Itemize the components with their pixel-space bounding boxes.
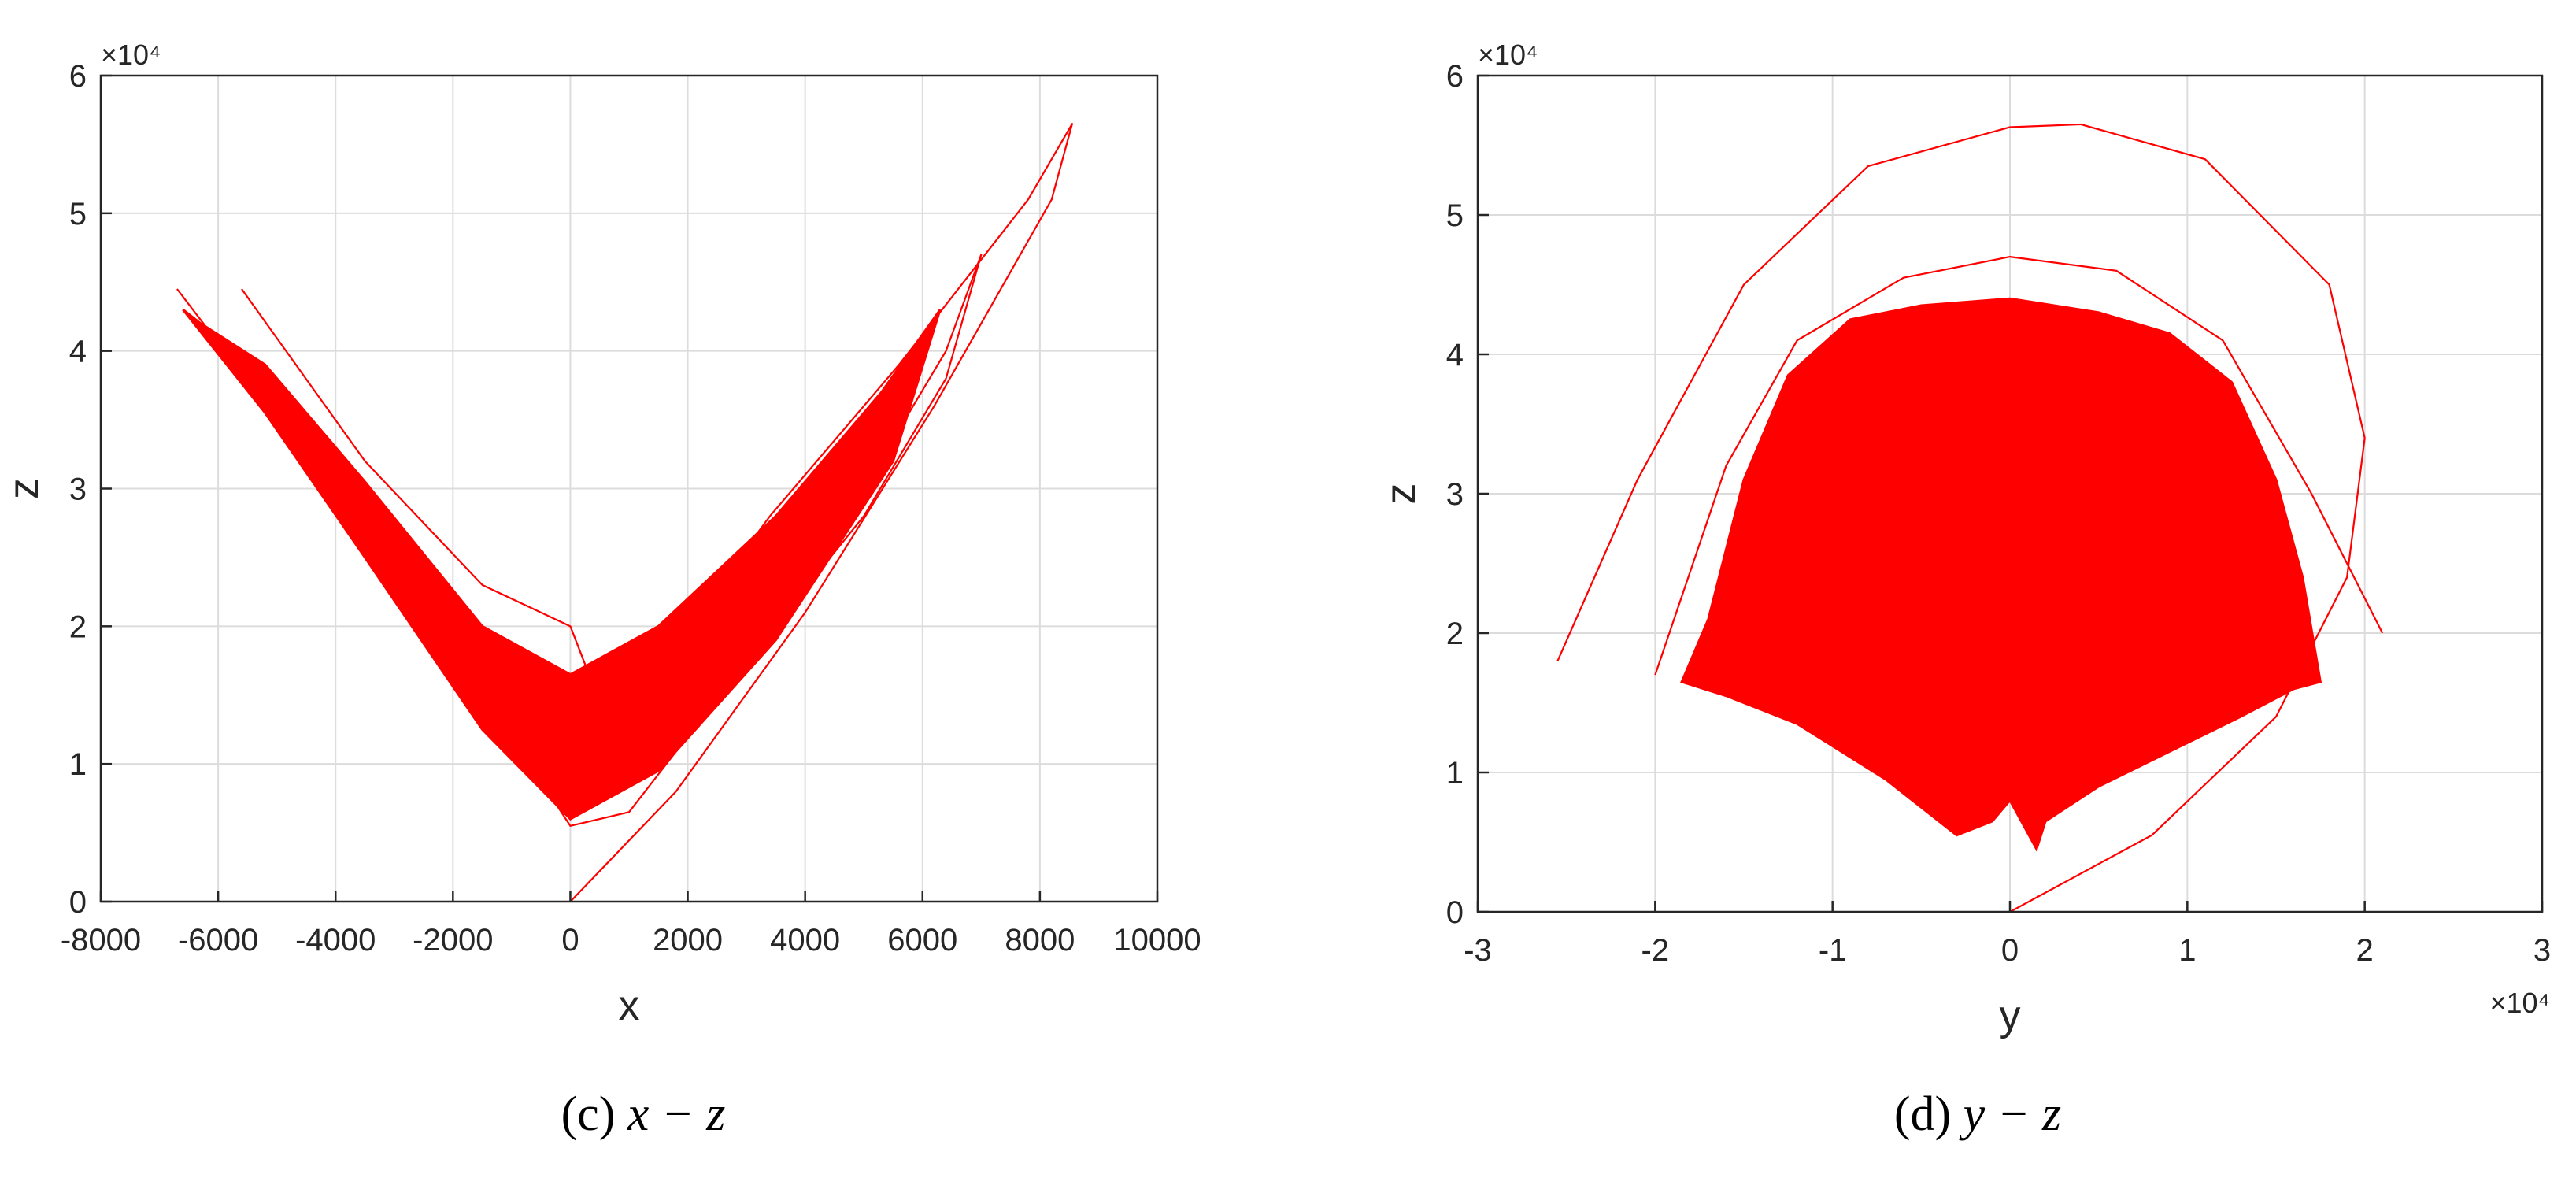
x-tick-label: 1 xyxy=(2178,933,2196,968)
attractor-band xyxy=(1680,297,2322,853)
trajectory-line xyxy=(176,254,983,827)
x-tick-label: 0 xyxy=(2001,933,2019,968)
x-tick-label: 0 xyxy=(561,923,579,958)
x-tick-label: 8000 xyxy=(1005,923,1075,958)
y-tick-label: 4 xyxy=(69,335,87,369)
y-tick-label: 4 xyxy=(1446,338,1464,372)
trajectory-line xyxy=(1556,123,2366,913)
chart-panel: -3 -2 -1 0 1 2 3 0 1 2 3 4 5 6 ×10⁴ ×10⁴ y z (d) y − z xyxy=(1377,39,2551,1141)
subfigure-caption: (d) y − z xyxy=(1894,1087,2061,1141)
chart-panel: -8000 -6000 -4000 -2000 0 2000 4000 6000 8000 100… xyxy=(0,39,1201,1141)
x-tick-label: -2 xyxy=(1641,933,1670,968)
x-tick-label: -2000 xyxy=(413,923,493,958)
y-tick-label: 1 xyxy=(1446,756,1464,791)
y-tick-label: 5 xyxy=(1446,198,1464,233)
trajectory-line xyxy=(569,123,1073,902)
y-tick-label: 3 xyxy=(1446,477,1464,512)
y-tick-label: 3 xyxy=(69,472,87,507)
y-axis-label: z xyxy=(0,478,47,499)
y-tick-label: 0 xyxy=(69,885,87,920)
y-tick-label: 1 xyxy=(69,747,87,782)
x-tick-label: 4000 xyxy=(770,923,840,958)
x-tick-label: -4000 xyxy=(295,923,376,958)
y-tick-label: 2 xyxy=(69,609,87,644)
y-exponent-label: ×10⁴ xyxy=(1478,39,1538,71)
x-tick-label: 3 xyxy=(2533,933,2551,968)
x-tick-label: 6000 xyxy=(887,923,957,958)
y-tick-label: 6 xyxy=(69,59,87,94)
y-tick-label: 6 xyxy=(1446,59,1464,94)
x-tick-label: -6000 xyxy=(178,923,258,958)
attractor-band xyxy=(182,309,942,821)
x-axis-label: y xyxy=(2000,992,2021,1039)
subfigure-caption: (c) x − z xyxy=(561,1087,726,1141)
x-tick-label: 2 xyxy=(2356,933,2374,968)
x-tick-label: 10000 xyxy=(1113,923,1201,958)
x-tick-label: 2000 xyxy=(653,923,723,958)
y-tick-label: 0 xyxy=(1446,895,1464,930)
y-tick-label: 5 xyxy=(69,197,87,232)
y-exponent-label: ×10⁴ xyxy=(101,39,161,71)
x-axis-label: x xyxy=(619,982,640,1029)
y-tick-label: 2 xyxy=(1446,617,1464,651)
x-tick-label: -3 xyxy=(1464,933,1492,968)
x-tick-label: -1 xyxy=(1819,933,1847,968)
trajectory-line xyxy=(1654,256,2384,676)
x-exponent-label: ×10⁴ xyxy=(2489,987,2550,1019)
x-tick-label: -8000 xyxy=(61,923,141,958)
y-axis-label: z xyxy=(1377,483,1424,505)
